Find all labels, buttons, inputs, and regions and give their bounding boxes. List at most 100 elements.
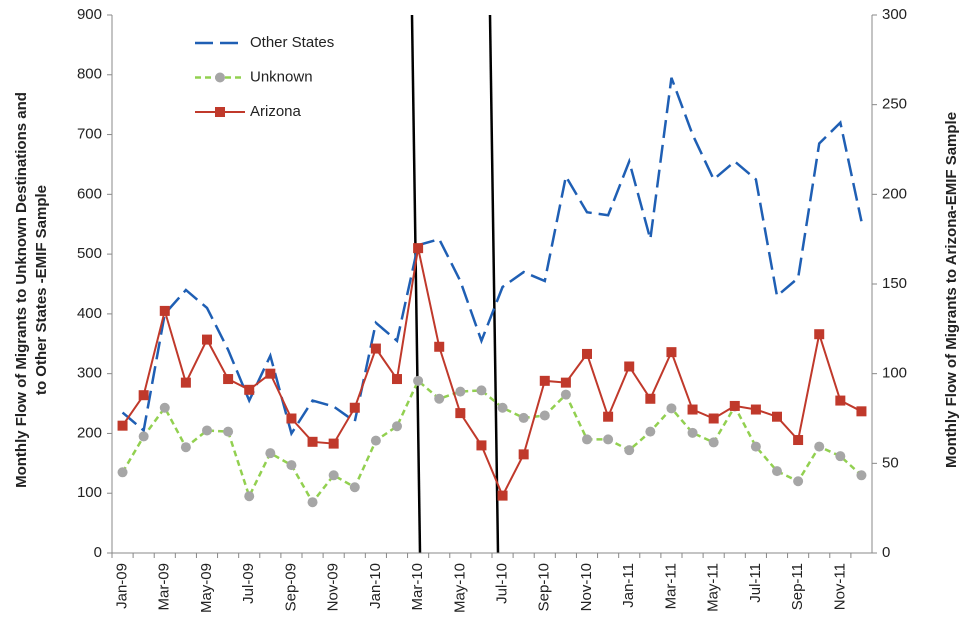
- marker: [265, 448, 276, 459]
- marker: [307, 497, 318, 508]
- marker: [708, 413, 719, 424]
- marker: [476, 385, 487, 396]
- marker: [180, 377, 191, 388]
- y-tick-label: 600: [77, 185, 102, 202]
- marker: [518, 449, 529, 460]
- x-tick-label: Jan-10: [367, 563, 384, 609]
- marker: [687, 427, 698, 438]
- marker: [328, 438, 339, 449]
- y2-tick-label: 250: [882, 96, 907, 113]
- marker: [814, 329, 825, 340]
- marker: [413, 243, 424, 254]
- marker: [286, 413, 297, 424]
- marker: [603, 411, 614, 422]
- y2-axis-label: Monthly Flow of Migrants to Arizona-EMIF…: [943, 112, 960, 468]
- marker: [307, 436, 318, 447]
- marker: [349, 402, 360, 413]
- x-tick-label: May-09: [198, 563, 215, 613]
- legend-label: Arizona: [250, 103, 302, 120]
- marker: [772, 411, 782, 422]
- marker: [518, 412, 529, 423]
- marker: [328, 470, 339, 481]
- marker: [750, 404, 761, 415]
- marker: [582, 434, 592, 445]
- x-tick-label: Mar-10: [409, 563, 426, 611]
- marker: [856, 406, 867, 417]
- marker: [455, 386, 466, 397]
- marker: [624, 445, 635, 456]
- marker: [560, 377, 571, 388]
- marker: [539, 375, 550, 386]
- annotation-line: [410, 14, 422, 554]
- legend-marker: [215, 72, 225, 83]
- marker: [835, 395, 846, 406]
- marker: [349, 482, 360, 493]
- marker: [244, 491, 255, 502]
- marker: [793, 476, 804, 487]
- x-tick-label: Jul-10: [494, 563, 511, 604]
- marker: [708, 437, 719, 448]
- x-tick-label: Mar-09: [156, 563, 173, 611]
- marker: [603, 434, 614, 445]
- y2-tick-label: 300: [882, 6, 907, 23]
- x-tick-label: May-11: [705, 563, 722, 612]
- marker: [117, 467, 128, 478]
- marker: [666, 347, 677, 358]
- marker: [202, 334, 212, 345]
- marker: [392, 421, 402, 432]
- marker: [497, 402, 508, 413]
- marker: [582, 348, 592, 359]
- marker: [265, 368, 276, 379]
- marker: [202, 425, 212, 436]
- x-tick-label: Jul-11: [747, 563, 764, 603]
- marker: [117, 420, 128, 431]
- marker: [180, 442, 191, 453]
- y2-tick-label: 150: [882, 275, 907, 292]
- marker: [159, 402, 170, 413]
- x-tick-label: Nov-10: [578, 563, 595, 611]
- marker: [687, 404, 698, 415]
- x-tick-label: Sep-09: [282, 563, 299, 611]
- marker: [159, 305, 170, 316]
- y-tick-label: 900: [77, 6, 102, 23]
- x-tick-label: Jan-09: [114, 563, 131, 609]
- y-tick-label: 800: [77, 66, 102, 83]
- x-tick-label: Sep-10: [536, 563, 553, 611]
- marker: [750, 441, 761, 452]
- marker: [244, 384, 255, 395]
- y2-tick-label: 100: [882, 365, 907, 382]
- y-axis-label-line: Monthly Flow of Migrants to Unknown Dest…: [13, 92, 50, 488]
- marker: [223, 374, 234, 385]
- marker: [370, 343, 381, 354]
- y-tick-label: 200: [77, 424, 102, 441]
- marker: [434, 341, 445, 352]
- marker: [138, 431, 149, 442]
- marker: [370, 435, 381, 446]
- x-tick-label: Nov-11: [831, 563, 848, 610]
- marker: [793, 435, 804, 446]
- marker: [772, 466, 782, 477]
- legend-marker: [215, 107, 225, 117]
- y-tick-label: 300: [77, 365, 102, 382]
- y-tick-label: 500: [77, 245, 102, 262]
- y-tick-label: 0: [94, 544, 102, 561]
- marker: [645, 393, 656, 404]
- series-line: [121, 247, 862, 498]
- marker: [476, 440, 487, 451]
- y2-tick-label: 50: [882, 454, 899, 471]
- x-tick-label: Nov-09: [325, 563, 342, 611]
- y-tick-label: 400: [77, 305, 102, 322]
- annotation-line: [488, 14, 500, 554]
- marker: [835, 451, 846, 462]
- x-tick-label: Sep-11: [789, 563, 806, 610]
- marker: [624, 361, 635, 372]
- marker: [138, 390, 149, 401]
- marker: [392, 374, 402, 385]
- marker: [455, 408, 466, 419]
- series-line: [121, 77, 863, 437]
- legend-label: Other States: [250, 34, 334, 51]
- x-tick-label: Jan-11: [620, 563, 637, 608]
- x-tick-label: May-10: [451, 563, 468, 613]
- marker: [413, 375, 424, 386]
- marker: [729, 400, 740, 411]
